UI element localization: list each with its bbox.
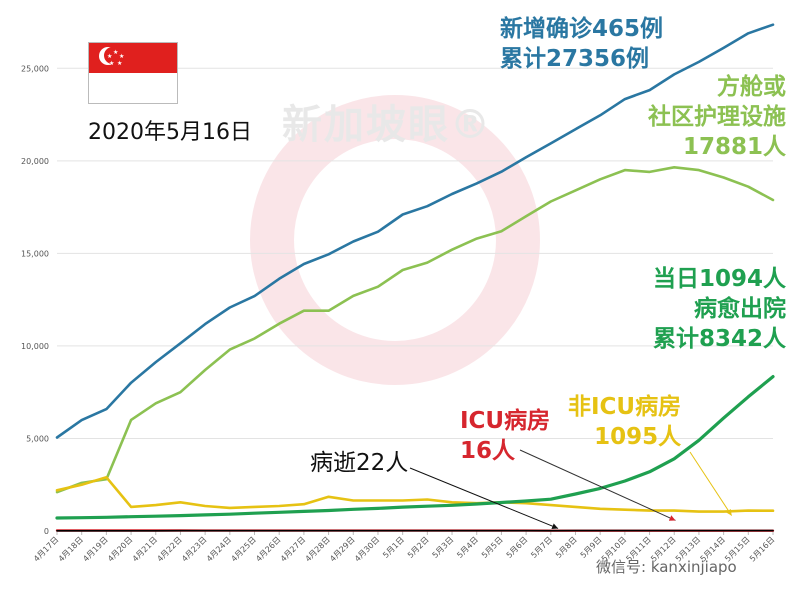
x-tick-label: 4月23日	[180, 535, 208, 563]
watermark-text: 新加坡眼®	[282, 102, 492, 148]
series-line-community	[55, 166, 775, 494]
deaths-arrow	[409, 467, 559, 529]
cases-annotation: 新增确诊465例 累计27356例	[500, 14, 663, 74]
non-icu-label-1: 非ICU病房	[568, 394, 682, 420]
x-tick-label: 4月24日	[205, 535, 233, 563]
report-date: 2020年5月16日	[88, 120, 252, 145]
x-tick-label: 5月2日	[406, 535, 431, 560]
x-tick-label: 4月30日	[353, 535, 381, 563]
x-tick-label: 5月8日	[554, 535, 579, 560]
y-tick-label: 5,000	[26, 434, 49, 443]
icu-label-1: ICU病房	[460, 408, 551, 434]
non-icu-annotation: 非ICU病房 1095人	[568, 392, 681, 452]
x-tick-label: 5月1日	[381, 535, 406, 560]
x-tick-label: 4月21日	[131, 535, 159, 563]
y-tick-label: 20,000	[21, 157, 49, 166]
y-tick-label: 10,000	[21, 342, 49, 351]
x-tick-label: 4月29日	[328, 535, 356, 563]
icu-annotation: ICU病房 16人	[460, 406, 550, 466]
recovered-annotation: 当日1094人 病愈出院 累计8342人	[653, 264, 786, 354]
non-icu-arrow	[689, 451, 733, 516]
community-label-1: 方舱或	[717, 74, 786, 100]
x-tick-label: 4月26日	[254, 535, 282, 563]
icu-label-2: 16人	[460, 438, 516, 464]
recovered-label-2: 病愈出院	[694, 296, 786, 322]
recovered-label-3: 累计8342人	[652, 326, 786, 352]
x-tick-label: 4月19日	[81, 535, 109, 563]
wechat-footer: 微信号: kanxinjiapo	[596, 558, 737, 576]
x-tick-label: 4月18日	[57, 535, 85, 563]
y-tick-label: 25,000	[21, 64, 49, 73]
community-label-3: 17881人	[682, 134, 786, 160]
x-tick-label: 5月3日	[431, 535, 456, 560]
series-line-recovered	[55, 375, 775, 520]
non-icu-label-2: 1095人	[594, 424, 682, 450]
x-tick-label: 5月4日	[455, 535, 480, 560]
x-tick-label: 4月27日	[279, 535, 307, 563]
x-tick-label: 4月17日	[32, 535, 60, 563]
x-tick-label: 5月6日	[505, 535, 530, 560]
x-tick-label: 5月5日	[480, 535, 505, 560]
x-tick-label: 5月7日	[529, 535, 554, 560]
series-line-cases	[55, 23, 775, 439]
y-tick-label: 0	[44, 527, 49, 536]
x-tick-label: 4月28日	[304, 535, 332, 563]
x-tick-label: 4月22日	[155, 535, 183, 563]
y-tick-label: 15,000	[21, 249, 49, 258]
cases-total-label: 累计27356例	[500, 46, 650, 72]
community-annotation: 方舱或 社区护理设施 17881人	[648, 72, 786, 162]
deaths-annotation: 病逝22人	[310, 448, 408, 478]
x-tick-label: 4月20日	[106, 535, 134, 563]
community-label-2: 社区护理设施	[648, 104, 786, 130]
singapore-flag: ★ ★ ★ ★ ★	[88, 42, 178, 104]
x-tick-label: 4月25日	[229, 535, 257, 563]
deaths-label: 病逝22人	[310, 450, 409, 476]
x-tick-label: 5月16日	[748, 535, 776, 563]
cases-daily-label: 新增确诊465例	[500, 16, 664, 42]
icu-arrow	[519, 449, 676, 521]
recovered-label-1: 当日1094人	[652, 266, 786, 292]
